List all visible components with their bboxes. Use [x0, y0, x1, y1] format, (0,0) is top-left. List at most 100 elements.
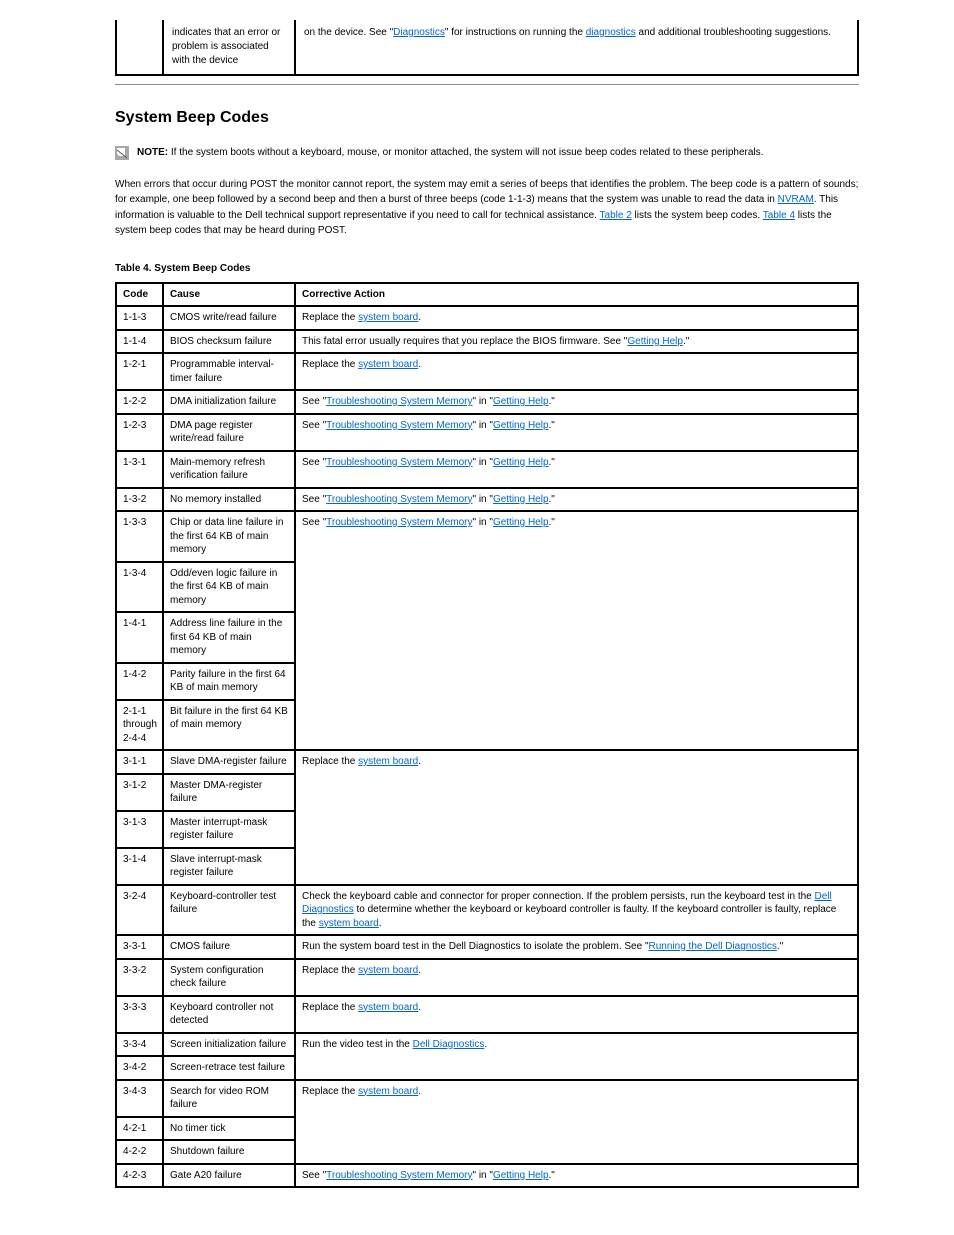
- code-cell: 1-4-1: [116, 612, 163, 663]
- code-cell: 1-2-2: [116, 390, 163, 414]
- action-cell: Check the keyboard cable and connector f…: [295, 885, 858, 936]
- code-cell: 3-1-2: [116, 774, 163, 811]
- action-link[interactable]: Troubleshooting System Memory: [326, 457, 472, 468]
- action-link[interactable]: Getting Help: [493, 420, 549, 431]
- action-link[interactable]: system board: [358, 312, 418, 323]
- table-row: 1-2-2DMA initialization failureSee "Trou…: [116, 390, 858, 414]
- action-cell: Replace the system board.: [295, 750, 858, 885]
- intro-paragraph: When errors that occur during POST the m…: [115, 177, 859, 239]
- table-row: 3-4-3Search for video ROM failureReplace…: [116, 1080, 858, 1117]
- nvram-link[interactable]: NVRAM: [778, 194, 814, 205]
- code-cell: 3-3-1: [116, 935, 163, 959]
- code-cell: 1-1-4: [116, 330, 163, 354]
- table-row: 3-3-4Screen initialization failureRun th…: [116, 1033, 858, 1057]
- action-cell: See "Troubleshooting System Memory" in "…: [295, 511, 858, 750]
- cause-cell: Screen initialization failure: [163, 1033, 295, 1057]
- table-row: 1-3-3Chip or data line failure in the fi…: [116, 511, 858, 562]
- intro-fragment-table: indicates that an error or problem is as…: [115, 20, 859, 76]
- table-row: 1-3-2No memory installedSee "Troubleshoo…: [116, 488, 858, 512]
- action-link[interactable]: Getting Help: [627, 336, 683, 347]
- code-cell: 1-3-3: [116, 511, 163, 562]
- cause-cell: Odd/even logic failure in the first 64 K…: [163, 562, 295, 613]
- cause-cell: Slave DMA-register failure: [163, 750, 295, 774]
- action-link[interactable]: Getting Help: [493, 396, 549, 407]
- note-icon: [115, 146, 129, 160]
- code-cell: 4-2-3: [116, 1164, 163, 1188]
- table-row: 3-1-1Slave DMA-register failureReplace t…: [116, 750, 858, 774]
- cause-cell: Keyboard controller not detected: [163, 996, 295, 1033]
- diagnostics-link[interactable]: Diagnostics: [393, 27, 445, 38]
- action-link[interactable]: system board: [358, 359, 418, 370]
- action-cell: Replace the system board.: [295, 306, 858, 330]
- cause-cell: Slave interrupt-mask register failure: [163, 848, 295, 885]
- col-header-action: Corrective Action: [295, 283, 858, 307]
- diagnostics-link-2[interactable]: diagnostics: [586, 27, 636, 38]
- code-cell: 3-4-2: [116, 1056, 163, 1080]
- table-row: 1-2-3DMA page register write/read failur…: [116, 414, 858, 451]
- cause-cell: Address line failure in the first 64 KB …: [163, 612, 295, 663]
- action-link[interactable]: system board: [358, 965, 418, 976]
- table-row: 1-1-3CMOS write/read failureReplace the …: [116, 306, 858, 330]
- action-link[interactable]: Getting Help: [493, 457, 549, 468]
- action-link[interactable]: system board: [319, 918, 379, 929]
- action-link[interactable]: Troubleshooting System Memory: [326, 517, 472, 528]
- action-link[interactable]: Getting Help: [493, 517, 549, 528]
- action-cell: Run the system board test in the Dell Di…: [295, 935, 858, 959]
- action-cell: See "Troubleshooting System Memory" in "…: [295, 488, 858, 512]
- code-cell: 3-1-4: [116, 848, 163, 885]
- intro-col1: [116, 20, 163, 75]
- action-link[interactable]: system board: [358, 1002, 418, 1013]
- cause-cell: Parity failure in the first 64 KB of mai…: [163, 663, 295, 700]
- cause-cell: Bit failure in the first 64 KB of main m…: [163, 700, 295, 751]
- code-cell: 1-3-2: [116, 488, 163, 512]
- intro-col3: on the device. See "Diagnostics" for ins…: [295, 20, 858, 75]
- cause-cell: System configuration check failure: [163, 959, 295, 996]
- code-cell: 1-2-3: [116, 414, 163, 451]
- action-link[interactable]: Getting Help: [493, 1170, 549, 1181]
- action-link[interactable]: Troubleshooting System Memory: [326, 1170, 472, 1181]
- code-cell: 1-4-2: [116, 663, 163, 700]
- action-link[interactable]: system board: [358, 756, 418, 767]
- code-cell: 3-3-2: [116, 959, 163, 996]
- action-link[interactable]: Troubleshooting System Memory: [326, 494, 472, 505]
- code-cell: 3-3-3: [116, 996, 163, 1033]
- table-row: 3-3-3Keyboard controller not detectedRep…: [116, 996, 858, 1033]
- code-cell: 1-3-4: [116, 562, 163, 613]
- action-cell: Run the video test in the Dell Diagnosti…: [295, 1033, 858, 1080]
- code-cell: 1-2-1: [116, 353, 163, 390]
- table-row: 3-2-4Keyboard-controller test failureChe…: [116, 885, 858, 936]
- cause-cell: DMA page register write/read failure: [163, 414, 295, 451]
- code-cell: 1-1-3: [116, 306, 163, 330]
- action-link[interactable]: Troubleshooting System Memory: [326, 420, 472, 431]
- cause-cell: Keyboard-controller test failure: [163, 885, 295, 936]
- table-caption: Table 4. System Beep Codes: [115, 263, 859, 274]
- cause-cell: CMOS write/read failure: [163, 306, 295, 330]
- cause-cell: No memory installed: [163, 488, 295, 512]
- cause-cell: Chip or data line failure in the first 6…: [163, 511, 295, 562]
- action-link[interactable]: Dell Diagnostics: [302, 891, 832, 916]
- action-link[interactable]: Troubleshooting System Memory: [326, 396, 472, 407]
- table2-link[interactable]: Table 2: [600, 210, 632, 221]
- cause-cell: BIOS checksum failure: [163, 330, 295, 354]
- table-row: 4-2-3Gate A20 failureSee "Troubleshootin…: [116, 1164, 858, 1188]
- col-header-cause: Cause: [163, 283, 295, 307]
- code-cell: 3-1-3: [116, 811, 163, 848]
- code-cell: 3-4-3: [116, 1080, 163, 1117]
- table-row: 3-3-2System configuration check failureR…: [116, 959, 858, 996]
- action-cell: Replace the system board.: [295, 353, 858, 390]
- code-cell: 1-3-1: [116, 451, 163, 488]
- action-link[interactable]: system board: [358, 1086, 418, 1097]
- action-link[interactable]: Getting Help: [493, 494, 549, 505]
- cause-cell: No timer tick: [163, 1117, 295, 1141]
- table4-link[interactable]: Table 4: [763, 210, 795, 221]
- code-cell: 4-2-1: [116, 1117, 163, 1141]
- cause-cell: CMOS failure: [163, 935, 295, 959]
- intro-col2: indicates that an error or problem is as…: [163, 20, 295, 75]
- cause-cell: Master DMA-register failure: [163, 774, 295, 811]
- cause-cell: Master interrupt-mask register failure: [163, 811, 295, 848]
- cause-cell: Main-memory refresh verification failure: [163, 451, 295, 488]
- action-link[interactable]: Dell Diagnostics: [413, 1039, 485, 1050]
- action-link[interactable]: Running the Dell Diagnostics: [649, 941, 777, 952]
- table-row: 1-1-4BIOS checksum failureThis fatal err…: [116, 330, 858, 354]
- action-cell: This fatal error usually requires that y…: [295, 330, 858, 354]
